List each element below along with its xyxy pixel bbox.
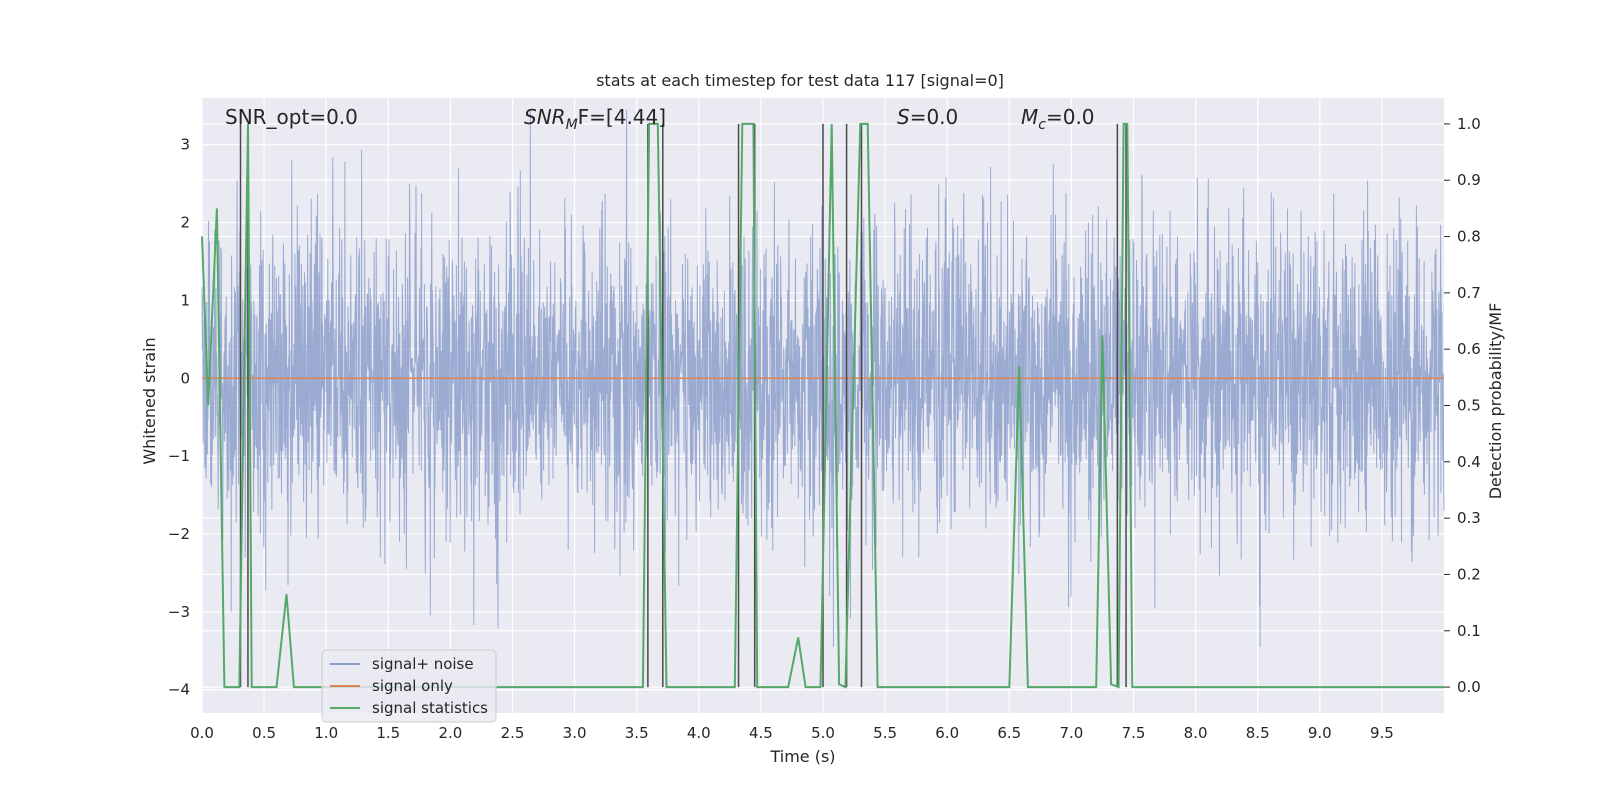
y-tick-label-left: −1: [168, 447, 190, 465]
x-tick-label: 5.0: [811, 724, 835, 742]
y-tick-label-right: 0.9: [1457, 171, 1481, 189]
annotation-mc-rest: =0.0: [1046, 105, 1095, 129]
annotation-mc: Mc=0.0: [1021, 105, 1095, 133]
y-tick-label-right: 0.0: [1457, 678, 1481, 696]
x-tick-label: 1.0: [314, 724, 338, 742]
y-tick-label-right: 0.6: [1457, 340, 1481, 358]
legend-label-signal-only: signal only: [372, 677, 453, 695]
x-tick-label: 2.5: [501, 724, 525, 742]
x-tick-label: 7.0: [1059, 724, 1083, 742]
x-tick-label: 3.0: [563, 724, 587, 742]
y-tick-label-left: −4: [168, 681, 190, 699]
annotation-snr-opt: SNR_opt=0.0: [225, 105, 358, 129]
y-axis-right-ticks: 1.0 0.9 0.8 0.7 0.6 0.5 0.4 0.3 0.2 0.1 0.0: [1444, 115, 1481, 696]
legend-label-signal-statistics: signal statistics: [372, 699, 488, 717]
x-tick-label: 1.5: [376, 724, 400, 742]
x-axis-label: Time (s): [769, 747, 835, 766]
legend: signal+ noise signal only signal statist…: [321, 649, 497, 723]
x-tick-label: 8.0: [1184, 724, 1208, 742]
annotation-snr-mf: SNRMF=[4.44]: [524, 105, 666, 133]
x-axis-ticks: 0.0 0.5 1.0 1.5 2.0 2.5 3.0 3.5 4.0 4.5 5.0 5.5 6.0 6…: [190, 724, 1394, 742]
annotation-snr-mf-rest: F=[4.44]: [578, 105, 666, 129]
signal-statistics-line: [201, 122, 1444, 689]
annotation-s-main: S: [897, 105, 910, 129]
y-tick-label-right: 0.4: [1457, 453, 1481, 471]
x-tick-label: 4.0: [687, 724, 711, 742]
y-tick-label-left: 2: [180, 214, 190, 232]
y-tick-label-left: 1: [180, 291, 190, 309]
x-tick-label: 9.0: [1308, 724, 1332, 742]
x-tick-label: 9.5: [1370, 724, 1394, 742]
annotation-mc-sub: c: [1038, 117, 1046, 133]
series-signal-statistics: [201, 122, 1444, 689]
y-tick-label-right: 0.2: [1457, 565, 1481, 583]
y-tick-label-right: 0.1: [1457, 622, 1481, 640]
x-tick-label: 7.5: [1122, 724, 1146, 742]
y-tick-label-left: 0: [180, 369, 190, 387]
x-tick-label: 2.0: [438, 724, 462, 742]
x-tick-label: 0.5: [252, 724, 276, 742]
legend-box: [321, 649, 497, 723]
chart-title: stats at each timestep for test data 117…: [596, 71, 1004, 90]
annotation-s: S=0.0: [897, 105, 958, 129]
y-axis-left-ticks: 3 2 1 0 −1 −2 −3 −4: [168, 136, 190, 699]
legend-label-signal-plus-noise: signal+ noise: [372, 655, 474, 673]
y-axis-right-label: Detection probability/MF: [1486, 303, 1505, 500]
y-tick-label-left: −2: [168, 525, 190, 543]
x-tick-label: 4.5: [749, 724, 773, 742]
y-tick-label-left: 3: [180, 136, 190, 154]
y-tick-label-left: −3: [168, 603, 190, 621]
x-tick-label: 0.0: [190, 724, 214, 742]
x-tick-label: 5.5: [873, 724, 897, 742]
annotation-mc-main: M: [1021, 105, 1038, 129]
x-tick-label: 8.5: [1246, 724, 1270, 742]
y-axis-left-label: Whitened strain: [140, 337, 159, 464]
x-tick-label: 6.5: [997, 724, 1021, 742]
y-tick-label-right: 1.0: [1457, 115, 1481, 133]
y-tick-label-right: 0.3: [1457, 509, 1481, 527]
annotation-s-rest: =0.0: [910, 105, 959, 129]
annotation-snr-mf-main: SNR: [524, 105, 566, 129]
x-tick-label: 3.5: [625, 724, 649, 742]
x-tick-label: 6.0: [935, 724, 959, 742]
annotation-snr-mf-sub: M: [566, 117, 578, 133]
y-tick-label-right: 0.8: [1457, 228, 1481, 246]
y-tick-label-right: 0.5: [1457, 397, 1481, 415]
y-tick-label-right: 0.7: [1457, 284, 1481, 302]
